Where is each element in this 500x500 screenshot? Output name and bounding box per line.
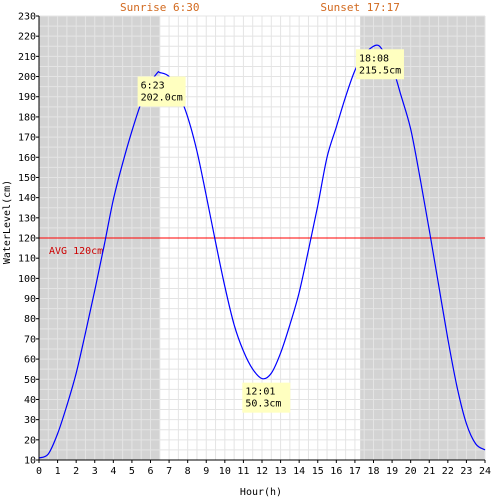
- x-axis-label: Hour(h): [240, 487, 282, 498]
- y-tick-label: 60: [24, 355, 36, 366]
- y-tick-label: 40: [24, 395, 36, 406]
- x-tick-label: 21: [423, 466, 435, 477]
- y-tick-label: 20: [24, 435, 36, 446]
- y-tick-label: 50: [24, 375, 36, 386]
- extremum-label-box: [137, 76, 186, 107]
- x-tick-label: 15: [312, 466, 324, 477]
- sun-labels: Sunrise 6:30 Sunset 17:17: [120, 1, 400, 14]
- extremum-label-box: [242, 382, 291, 413]
- x-tick-label: 9: [203, 466, 209, 477]
- y-tick-label: 210: [18, 52, 36, 63]
- y-tick-label: 110: [18, 254, 36, 265]
- sunrise-label: Sunrise 6:30: [120, 1, 199, 14]
- average-label: AVG 120cm: [49, 246, 103, 257]
- y-tick-label: 150: [18, 173, 36, 184]
- y-tick-label: 220: [18, 32, 36, 43]
- x-tick-label: 2: [73, 466, 79, 477]
- x-tick-label: 0: [36, 466, 42, 477]
- extremum-time-label: 6:23: [141, 81, 165, 92]
- extremum-label-box: [355, 49, 404, 80]
- x-tick-label: 19: [386, 466, 398, 477]
- y-tick-label: 120: [18, 234, 36, 245]
- x-tick-label: 10: [219, 466, 231, 477]
- tick-labels: 0 1 2 3 4 5 6 7 8 9 10 11 12 13 14 15 16 17 18 19 20 21 22 23 24…: [18, 12, 491, 478]
- x-tick-label: 12: [256, 466, 268, 477]
- y-tick-label: 140: [18, 193, 36, 204]
- y-tick-label: 180: [18, 112, 36, 123]
- series-layer: [38, 44, 486, 459]
- y-tick-label: 130: [18, 213, 36, 224]
- x-tick-label: 3: [92, 466, 98, 477]
- extremum-time-label: 18:08: [359, 53, 389, 64]
- y-tick-label: 230: [18, 12, 36, 23]
- x-tick-label: 8: [185, 466, 191, 477]
- x-tick-label: 24: [479, 466, 491, 477]
- x-tick-label: 14: [293, 466, 305, 477]
- x-tick-label: 20: [405, 466, 417, 477]
- x-tick-label: 23: [460, 466, 472, 477]
- y-tick-label: 200: [18, 72, 36, 83]
- y-tick-label: 70: [24, 334, 36, 345]
- y-tick-label: 160: [18, 153, 36, 164]
- extremum-value-label: 215.5cm: [359, 65, 401, 76]
- y-tick-label: 80: [24, 314, 36, 325]
- x-tick-label: 13: [275, 466, 287, 477]
- x-tick-label: 11: [237, 466, 249, 477]
- y-tick-label: 30: [24, 415, 36, 426]
- water-level-line-0: [38, 44, 486, 459]
- y-tick-label: 190: [18, 92, 36, 103]
- extremum-time-label: 12:01: [245, 387, 275, 398]
- x-tick-label: 4: [110, 466, 116, 477]
- x-tick-label: 6: [147, 466, 153, 477]
- x-tick-label: 17: [349, 466, 361, 477]
- x-tick-label: 5: [129, 466, 135, 477]
- x-tick-label: 1: [55, 466, 61, 477]
- average-line-group: AVG 120cm: [39, 237, 485, 257]
- x-tick-label: 18: [367, 466, 379, 477]
- x-tick-label: 22: [442, 466, 454, 477]
- x-tick-label: 16: [330, 466, 342, 477]
- extremum-value-label: 50.3cm: [245, 399, 281, 410]
- sunset-label: Sunset 17:17: [320, 1, 399, 14]
- y-tick-label: 90: [24, 294, 36, 305]
- y-tick-label: 100: [18, 274, 36, 285]
- y-axis-label: WaterLevel(cm): [2, 180, 13, 264]
- x-tick-label: 7: [166, 466, 172, 477]
- y-tick-label: 10: [24, 456, 36, 467]
- y-tick-label: 170: [18, 133, 36, 144]
- extremum-value-label: 202.0cm: [141, 93, 183, 104]
